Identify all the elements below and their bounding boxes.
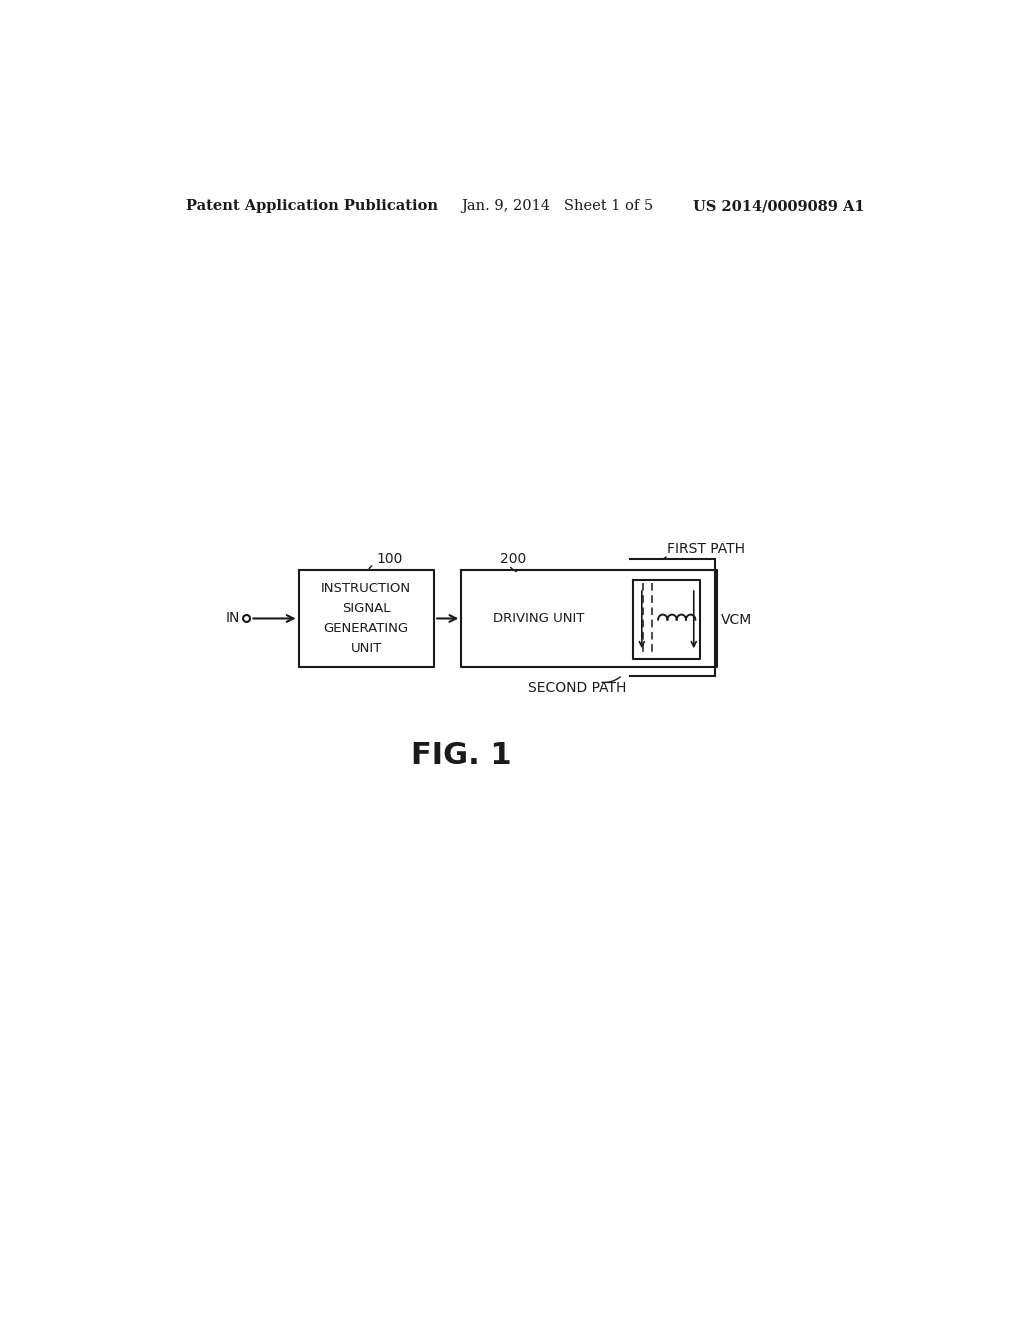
Text: US 2014/0009089 A1: US 2014/0009089 A1 <box>692 199 864 213</box>
Text: DRIVING UNIT: DRIVING UNIT <box>494 612 585 624</box>
Text: INSTRUCTION
SIGNAL
GENERATING
UNIT: INSTRUCTION SIGNAL GENERATING UNIT <box>322 582 412 655</box>
Text: Patent Application Publication: Patent Application Publication <box>186 199 438 213</box>
Text: FIG. 1: FIG. 1 <box>411 741 512 770</box>
Text: FIRST PATH: FIRST PATH <box>667 541 744 556</box>
Text: SECOND PATH: SECOND PATH <box>528 681 627 696</box>
Text: 200: 200 <box>500 552 526 566</box>
Text: IN: IN <box>226 611 241 626</box>
Text: Jan. 9, 2014   Sheet 1 of 5: Jan. 9, 2014 Sheet 1 of 5 <box>461 199 653 213</box>
Text: 100: 100 <box>376 552 402 566</box>
Text: VCM: VCM <box>721 612 752 627</box>
